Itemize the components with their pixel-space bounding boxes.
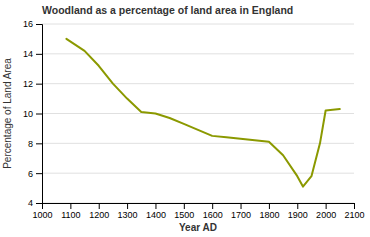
grid-line xyxy=(42,83,354,84)
x-tick-label: 1900 xyxy=(288,210,308,220)
x-tick-label: 1500 xyxy=(174,210,194,220)
y-tick-mark xyxy=(36,84,42,85)
x-tick-mark xyxy=(212,203,213,209)
y-tick: 6 xyxy=(28,169,42,179)
y-tick-mark xyxy=(36,143,42,144)
y-tick-label: 14 xyxy=(23,49,33,59)
x-tick-label: 1400 xyxy=(146,210,166,220)
y-tick-label: 12 xyxy=(23,79,33,89)
x-tick-label: 1300 xyxy=(118,210,138,220)
y-tick-label: 10 xyxy=(23,109,33,119)
x-tick-mark xyxy=(99,203,100,209)
x-tick: 1100 xyxy=(61,203,80,220)
grid-line xyxy=(42,113,354,114)
y-tick-label: 4 xyxy=(28,198,33,208)
x-tick: 1300 xyxy=(118,203,138,220)
x-tick-mark xyxy=(70,203,71,209)
y-tick: 12 xyxy=(23,79,42,89)
x-tick: 1800 xyxy=(259,203,279,220)
x-axis-title: Year AD xyxy=(179,222,217,233)
x-tick-label: 2100 xyxy=(344,210,364,220)
x-tick: 2000 xyxy=(316,203,336,220)
grid-line xyxy=(42,143,354,144)
x-tick: 1200 xyxy=(89,203,109,220)
y-tick-label: 16 xyxy=(23,19,33,29)
x-tick-mark xyxy=(155,203,156,209)
x-tick-mark xyxy=(241,203,242,209)
y-axis-title: Percentage of Land Area xyxy=(2,58,13,169)
y-tick: 14 xyxy=(23,49,42,59)
title: Woodland as a percentage of land area in… xyxy=(42,4,293,16)
chart: 1000 1100 1200 1300 1400 1500 1600 1700 1800 1900… xyxy=(0,0,370,237)
x-tick: 1600 xyxy=(203,203,223,220)
data-line xyxy=(66,39,339,187)
x-tick-mark xyxy=(354,203,355,209)
x-tick-label: 2000 xyxy=(316,210,336,220)
x-tick-mark xyxy=(297,203,298,209)
x-axis-line xyxy=(43,204,355,210)
y-tick-label: 6 xyxy=(28,169,33,179)
y-tick-mark xyxy=(36,173,42,174)
y-tick-mark xyxy=(36,24,42,25)
x-tick-label: 1100 xyxy=(61,210,80,220)
grid-line xyxy=(42,24,354,25)
x-tick-label: 1200 xyxy=(89,210,109,220)
x-tick-label: 1700 xyxy=(231,210,251,220)
x-tick-mark xyxy=(326,203,327,209)
y-tick-label: 8 xyxy=(28,139,33,149)
y-tick-mark xyxy=(36,114,42,115)
x-tick: 1500 xyxy=(174,203,194,220)
x-tick-label: 1600 xyxy=(203,210,223,220)
x-tick: 1000 xyxy=(32,203,52,220)
x-tick-mark xyxy=(269,203,270,209)
y-axis: 4 6 8 10 12 14 16 xyxy=(23,19,43,208)
grid-line xyxy=(42,173,354,174)
x-tick-label: 1000 xyxy=(32,210,52,220)
grid xyxy=(42,24,354,203)
x-tick-mark xyxy=(127,203,128,209)
y-tick: 4 xyxy=(28,198,42,208)
x-axis: 1000 1100 1200 1300 1400 1500 1600 1700 1800 1900… xyxy=(32,203,364,220)
x-tick: 2100 xyxy=(344,203,364,220)
x-tick: 1900 xyxy=(288,203,308,220)
x-tick: 1700 xyxy=(231,203,251,220)
y-tick: 8 xyxy=(28,139,42,149)
y-axis-line xyxy=(36,25,43,204)
y-tick-mark xyxy=(36,203,42,204)
x-tick: 1400 xyxy=(146,203,166,220)
y-tick: 16 xyxy=(23,19,42,29)
x-tick-mark xyxy=(184,203,185,209)
x-tick-label: 1800 xyxy=(259,210,279,220)
y-tick: 10 xyxy=(23,109,42,119)
plot-area xyxy=(66,39,339,187)
y-tick-mark xyxy=(36,54,42,55)
